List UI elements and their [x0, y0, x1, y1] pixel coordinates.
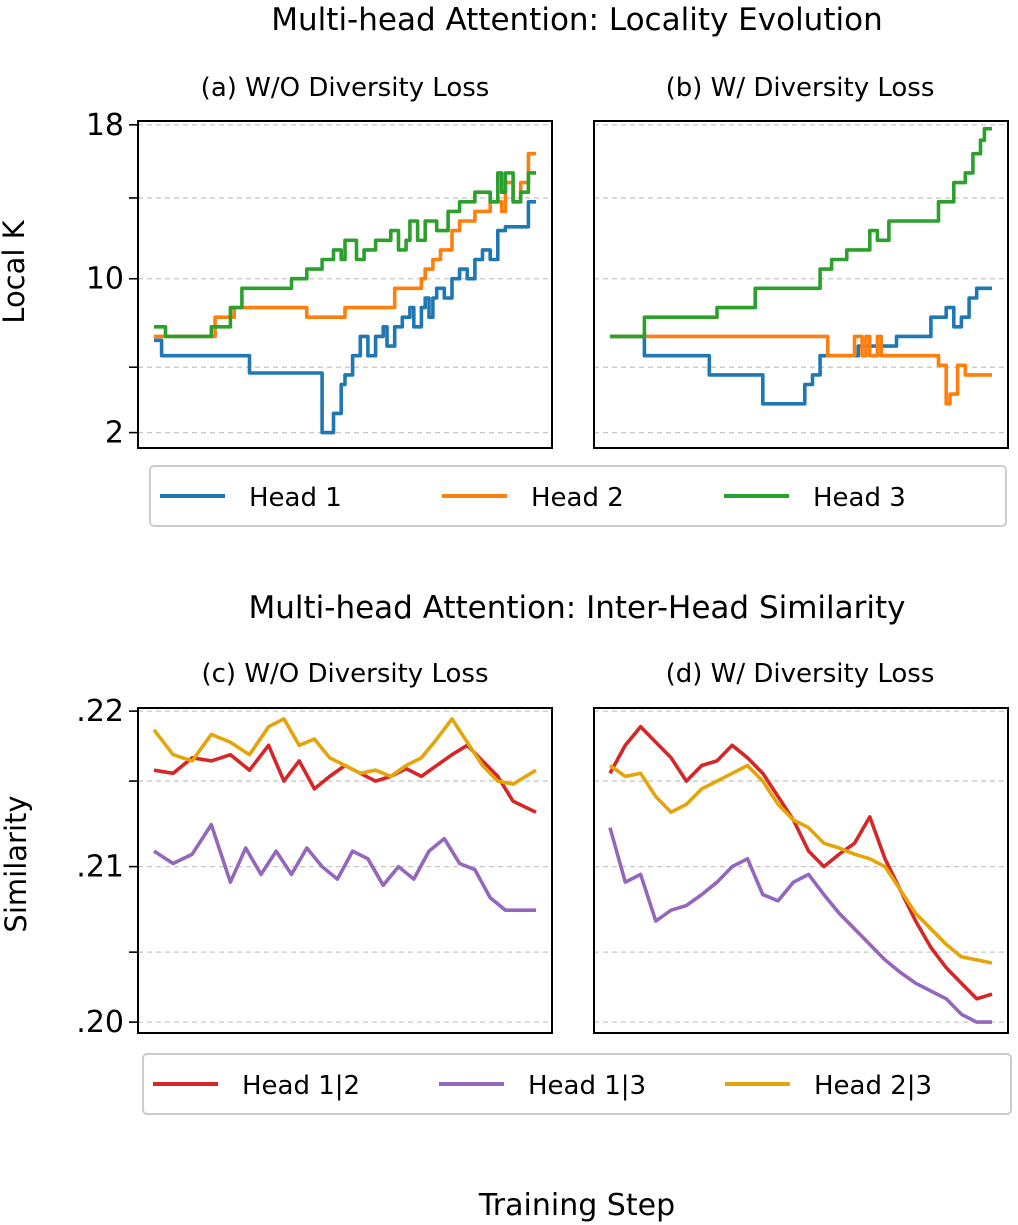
legend-label-head-2: Head 2 — [531, 483, 624, 513]
panel-a-background — [138, 121, 552, 448]
y-tick-label: 10 — [86, 262, 124, 297]
similarity-ylabel: Similarity — [0, 795, 33, 932]
panel-a-title: (a) W/O Diversity Loss — [201, 73, 490, 103]
legend-label-head-3: Head 3 — [813, 483, 906, 513]
y-tick-label: .22 — [76, 694, 124, 729]
plot-area: 2 10 18 .20 .21 .22 — [76, 108, 1009, 1040]
panel-d-border — [593, 707, 1009, 1034]
legend-label-head-1-2: Head 1|2 — [242, 1071, 360, 1101]
panel-a: 2 10 18 — [86, 108, 553, 451]
y-tick-label: .20 — [76, 1005, 124, 1040]
y-tick-label: 18 — [86, 108, 124, 143]
panel-c-title: (c) W/O Diversity Loss — [201, 659, 488, 689]
legend-label-head-1-3: Head 1|3 — [528, 1071, 646, 1101]
panel-d-title: (d) W/ Diversity Loss — [666, 659, 935, 689]
panel-b — [593, 120, 1009, 449]
legend-row-1: Head 1 Head 2 Head 3 — [149, 465, 1007, 527]
series-line-a-head-3 — [154, 171, 536, 339]
panel-b-title: (b) W/ Diversity Loss — [666, 73, 935, 103]
locality-suptitle: Multi-head Attention: Locality Evolution — [271, 2, 882, 38]
similarity-suptitle: Multi-head Attention: Inter-Head Similar… — [248, 590, 905, 626]
series-line-c-head-1-3 — [153, 822, 536, 912]
locality-ylabel: Local K — [0, 219, 31, 323]
panel-c-border — [137, 707, 553, 1034]
series-line-d-head-1-2 — [608, 724, 993, 1001]
legend-label-head-1: Head 1 — [249, 483, 342, 513]
legend-label-head-2-3: Head 2|3 — [814, 1071, 932, 1101]
y-tick-label: .21 — [76, 850, 124, 885]
series-line-a-head-1 — [154, 200, 536, 435]
panel-d — [593, 707, 1009, 1034]
legends: Head 1 Head 2 Head 3 Head 1|2 Head 1|3 Head 2… — [142, 465, 1012, 1115]
series-line-c-head-2-3 — [152, 717, 537, 786]
panel-d-background — [594, 708, 1008, 1033]
panel-b-background — [594, 121, 1008, 448]
legend-box — [142, 1053, 1012, 1115]
panel-c-background — [138, 708, 552, 1033]
legend-box — [149, 465, 1007, 527]
series-line-d-head-1-3 — [608, 827, 992, 1024]
series-line-b-head-3 — [610, 126, 992, 339]
series-line-b-head-2 — [610, 334, 992, 406]
panel-c: .20 .21 .22 — [76, 694, 553, 1040]
series-line-b-head-1 — [610, 286, 992, 406]
series-line-d-head-2-3 — [608, 763, 993, 965]
panel-b-border — [593, 120, 1009, 449]
legend-row-2: Head 1|2 Head 1|3 Head 2|3 — [142, 1053, 1012, 1115]
y-tick-label: 2 — [105, 416, 124, 451]
x-axis-label: Training Step — [478, 1188, 675, 1223]
panel-a-border — [137, 120, 553, 449]
